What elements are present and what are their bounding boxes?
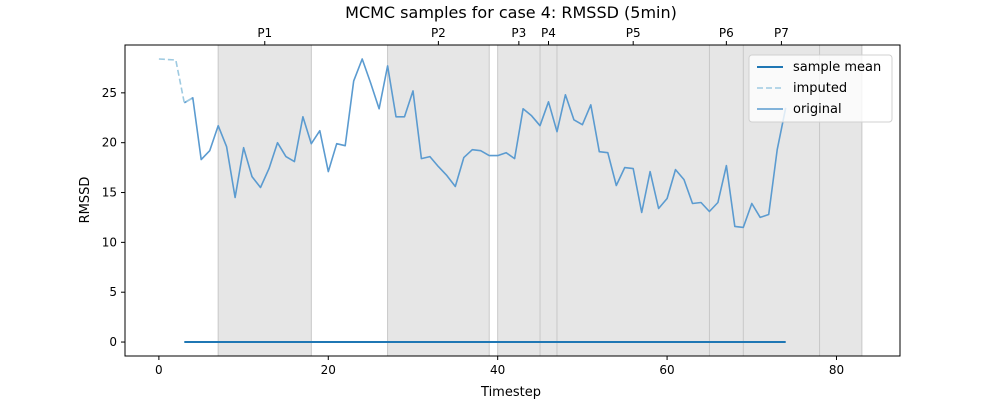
phase-band-p3 xyxy=(497,45,541,356)
phase-band-p1 xyxy=(218,45,312,356)
plot-frame xyxy=(124,44,901,357)
x-tick-label: 20 xyxy=(321,363,336,377)
y-tick-label: 0 xyxy=(109,335,117,349)
phase-label-p3: P3 xyxy=(511,26,526,40)
legend-entry-original: original xyxy=(793,102,842,117)
x-tick-label: 40 xyxy=(490,363,505,377)
phase-label-p5: P5 xyxy=(626,26,641,40)
y-axis-label: RMSSD xyxy=(78,177,93,224)
legend: sample mean imputed original xyxy=(748,54,893,123)
x-tick-label: 80 xyxy=(829,363,844,377)
y-tick-label: 15 xyxy=(102,186,117,200)
phase-label-p7: P7 xyxy=(774,26,789,40)
phase-label-p2: P2 xyxy=(431,26,446,40)
legend-entry-sample-mean: sample mean xyxy=(793,60,881,75)
phase-band-p4 xyxy=(540,45,557,356)
x-axis-label: Timestep xyxy=(480,385,541,400)
x-tick-label: 0 xyxy=(155,363,163,377)
y-tick-label: 10 xyxy=(102,235,117,249)
phase-label-p6: P6 xyxy=(719,26,734,40)
phase-band-p2 xyxy=(387,45,490,356)
phase-band-p6 xyxy=(709,45,744,356)
chart-title: MCMC samples for case 4: RMSSD (5min) xyxy=(345,3,677,22)
y-tick-label: 25 xyxy=(102,86,117,100)
axes: 0 20 40 60 80 0 5 10 15 20 25 xyxy=(102,86,844,377)
series-imputed xyxy=(158,58,194,104)
phase-band-p5 xyxy=(556,45,710,356)
x-tick-label: 60 xyxy=(659,363,674,377)
legend-box xyxy=(748,54,893,123)
phase-label-p1: P1 xyxy=(257,26,272,40)
series-lines xyxy=(158,58,787,343)
phase-label-p4: P4 xyxy=(541,26,556,40)
series-original xyxy=(183,58,787,229)
y-tick-label: 20 xyxy=(102,136,117,150)
y-tick-label: 5 xyxy=(109,285,117,299)
legend-entry-imputed: imputed xyxy=(793,81,847,96)
